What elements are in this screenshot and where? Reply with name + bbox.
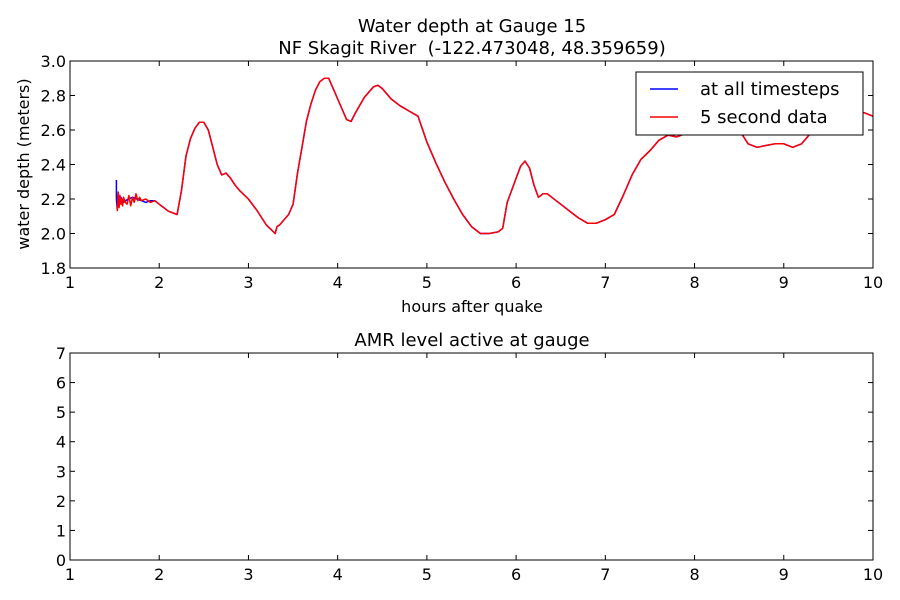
x-tick-label: 7 [600, 565, 610, 584]
chart1-y-ticks: 1.8 2.0 2.2 2.4 2.6 2.8 3.0 [41, 52, 873, 278]
x-tick-label: 2 [154, 273, 164, 292]
y-tick-label: 4 [56, 433, 66, 452]
x-tick-label: 9 [779, 273, 789, 292]
x-tick-label: 5 [422, 273, 432, 292]
y-tick-label: 3.0 [41, 52, 66, 71]
y-tick-label: 3 [56, 462, 66, 481]
chart1-title: Water depth at Gauge 15 [358, 16, 586, 37]
legend-label-series-2: 5 second data [700, 107, 828, 128]
chart1-subtitle: NF Skagit River (-122.473048, 48.359659) [278, 38, 666, 59]
y-tick-label: 2.6 [41, 121, 66, 140]
chart2-x-ticks: 1 2 3 4 5 6 7 8 9 10 [65, 353, 883, 584]
x-tick-label: 5 [422, 565, 432, 584]
x-tick-label: 10 [863, 273, 883, 292]
chart2-axes-frame [69, 352, 874, 561]
y-tick-label: 2.2 [41, 190, 66, 209]
x-tick-label: 2 [154, 565, 164, 584]
legend-box [635, 71, 864, 136]
x-tick-label: 3 [243, 565, 253, 584]
y-tick-label: 1 [56, 521, 66, 540]
x-tick-label: 9 [779, 565, 789, 584]
y-tick-label: 2.8 [41, 87, 66, 106]
y-tick-label: 0 [56, 551, 66, 570]
x-tick-label: 6 [511, 565, 521, 584]
x-tick-label: 4 [333, 565, 343, 584]
legend-label-series-1: at all timesteps [700, 79, 840, 100]
x-tick-label: 1 [65, 273, 75, 292]
water-depth-chart: Water depth at Gauge 15 NF Skagit River … [14, 16, 883, 316]
amr-level-chart: AMR level active at gauge 1 2 3 4 5 6 7 8 9 10 01… [56, 330, 883, 584]
y-tick-label: 1.8 [41, 259, 66, 278]
chart2-title: AMR level active at gauge [354, 330, 589, 351]
x-tick-label: 8 [689, 565, 699, 584]
x-tick-label: 3 [243, 273, 253, 292]
y-tick-label: 2.0 [41, 225, 66, 244]
chart1-x-ticks: 1 2 3 4 5 6 7 8 9 10 [65, 61, 883, 292]
x-tick-label: 10 [863, 565, 883, 584]
x-tick-label: 7 [600, 273, 610, 292]
y-tick-label: 5 [56, 403, 66, 422]
x-tick-label: 4 [333, 273, 343, 292]
y-tick-label: 6 [56, 374, 66, 393]
x-tick-label: 8 [689, 273, 699, 292]
chart1-legend: at all timesteps 5 second data [635, 71, 864, 136]
chart1-y-label: water depth (meters) [14, 78, 33, 249]
chart2-y-ticks: 0 1 2 3 4 5 6 7 [56, 344, 873, 570]
y-tick-label: 2 [56, 492, 66, 511]
x-tick-label: 6 [511, 273, 521, 292]
chart1-x-label: hours after quake [401, 297, 543, 316]
x-tick-label: 1 [65, 565, 75, 584]
y-tick-label: 7 [56, 344, 66, 363]
y-tick-label: 2.4 [41, 156, 66, 175]
